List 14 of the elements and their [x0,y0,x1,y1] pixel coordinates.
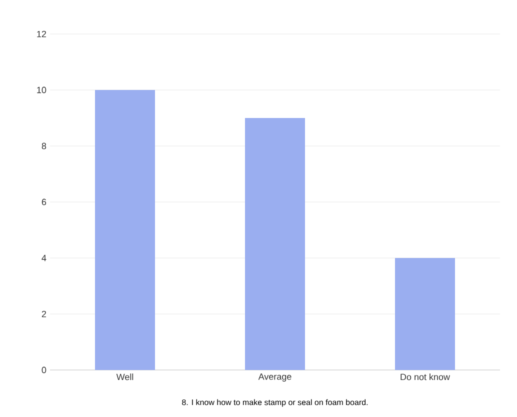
y-tick-label: 10 [37,86,46,94]
y-tick-label: 4 [42,254,46,262]
y-tick-label: 6 [42,198,46,206]
y-tick-label: 0 [42,366,46,374]
text: 8. I know how to make stamp or seal on foam board. [182,399,368,407]
y-tick-label: 12 [37,30,46,38]
bar [245,118,305,370]
x-tick-label: Average [258,374,292,382]
x-tick-label: Do not know [400,374,450,380]
y-tick-label: 8 [42,142,46,150]
y-tick-label: 2 [42,310,46,318]
bar [95,90,156,370]
bar [395,258,455,370]
x-tick-label: Well [116,374,134,380]
